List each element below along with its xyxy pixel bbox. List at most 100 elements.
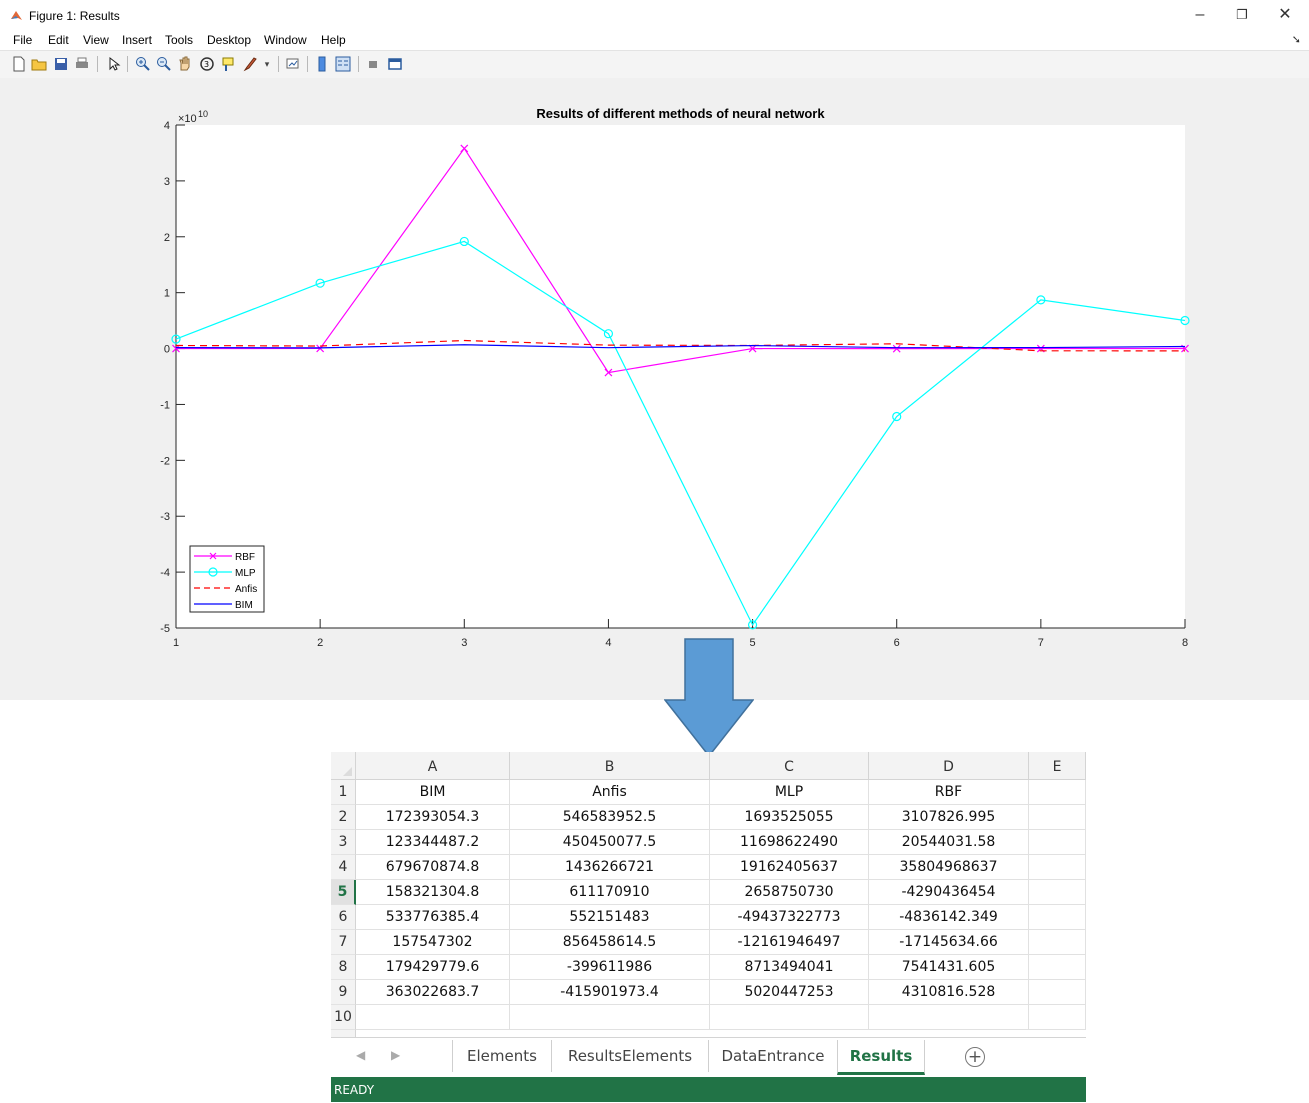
cell[interactable]: -49437322773 xyxy=(710,905,869,930)
brush-dropdown-icon[interactable]: ▾ xyxy=(264,59,270,69)
rotate-3d-icon[interactable]: 3 xyxy=(198,55,216,73)
row-header[interactable]: 5 xyxy=(331,880,356,905)
cell[interactable]: 19162405637 xyxy=(710,855,869,880)
cell[interactable] xyxy=(1029,905,1086,930)
menu-help[interactable]: Help xyxy=(321,33,346,47)
new-file-icon[interactable] xyxy=(10,55,28,73)
close-button[interactable]: ✕ xyxy=(1278,6,1292,23)
cell[interactable]: -4836142.349 xyxy=(869,905,1029,930)
cell[interactable] xyxy=(710,1005,869,1030)
column-header-b[interactable]: B xyxy=(510,752,710,780)
cell[interactable] xyxy=(356,1005,510,1030)
zoom-out-icon[interactable] xyxy=(155,55,173,73)
cell[interactable] xyxy=(1029,830,1086,855)
tab-elements[interactable]: Elements xyxy=(452,1040,551,1072)
cell[interactable] xyxy=(1029,930,1086,955)
cell[interactable]: 11698622490 xyxy=(710,830,869,855)
cell[interactable]: Anfis xyxy=(510,780,710,805)
cell[interactable]: 450450077.5 xyxy=(510,830,710,855)
cell[interactable]: -4290436454 xyxy=(869,880,1029,905)
tab-resultselements[interactable]: ResultsElements xyxy=(551,1040,708,1072)
column-header-e[interactable]: E xyxy=(1029,752,1086,780)
row-header[interactable]: 4 xyxy=(331,855,356,880)
cell[interactable] xyxy=(1029,980,1086,1005)
cell[interactable]: RBF xyxy=(869,780,1029,805)
cell[interactable] xyxy=(1029,780,1086,805)
cell[interactable]: -415901973.4 xyxy=(510,980,710,1005)
menu-edit[interactable]: Edit xyxy=(48,33,69,47)
cell[interactable] xyxy=(1029,805,1086,830)
row-header[interactable]: 1 xyxy=(331,780,356,805)
legend-icon[interactable] xyxy=(334,55,352,73)
cell[interactable] xyxy=(510,1005,710,1030)
cell[interactable]: 1436266721 xyxy=(510,855,710,880)
menu-insert[interactable]: Insert xyxy=(122,33,153,47)
hide-plot-tools-icon[interactable] xyxy=(364,55,382,73)
cell[interactable]: 3107826.995 xyxy=(869,805,1029,830)
pan-icon[interactable] xyxy=(176,55,194,73)
tab-dataentrance[interactable]: DataEntrance xyxy=(708,1040,837,1072)
row-header[interactable]: 7 xyxy=(331,930,356,955)
column-header-c[interactable]: C xyxy=(710,752,869,780)
pointer-icon[interactable] xyxy=(104,55,122,73)
row-header[interactable]: 10 xyxy=(331,1005,356,1030)
restore-button[interactable]: ❐ xyxy=(1236,7,1248,22)
cell[interactable]: MLP xyxy=(710,780,869,805)
cell[interactable]: 157547302 xyxy=(356,930,510,955)
select-all-corner[interactable] xyxy=(331,752,356,780)
cell[interactable]: 8713494041 xyxy=(710,955,869,980)
menu-desktop[interactable]: Desktop xyxy=(207,33,252,47)
menu-file[interactable]: File xyxy=(13,33,33,47)
cell[interactable]: 611170910 xyxy=(510,880,710,905)
row-header[interactable]: 6 xyxy=(331,905,356,930)
cell[interactable]: -399611986 xyxy=(510,955,710,980)
cell[interactable] xyxy=(869,1005,1029,1030)
cell[interactable]: 158321304.8 xyxy=(356,880,510,905)
menu-view[interactable]: View xyxy=(83,33,109,47)
cell[interactable]: 363022683.7 xyxy=(356,980,510,1005)
print-icon[interactable] xyxy=(73,55,91,73)
cell[interactable]: 533776385.4 xyxy=(356,905,510,930)
cell[interactable]: 20544031.58 xyxy=(869,830,1029,855)
menu-window[interactable]: Window xyxy=(264,33,307,47)
menu-tools[interactable]: Tools xyxy=(165,33,194,47)
cell[interactable] xyxy=(1029,855,1086,880)
cell[interactable] xyxy=(1029,955,1086,980)
cell[interactable]: 856458614.5 xyxy=(510,930,710,955)
data-cursor-icon[interactable] xyxy=(220,55,238,73)
minimize-button[interactable]: – xyxy=(1195,6,1205,23)
cell[interactable]: -12161946497 xyxy=(710,930,869,955)
next-sheet-icon[interactable]: ▶ xyxy=(391,1048,401,1062)
brush-icon[interactable] xyxy=(242,55,260,73)
cell[interactable]: -17145634.66 xyxy=(869,930,1029,955)
row-header[interactable]: 8 xyxy=(331,955,356,980)
row-header[interactable]: 9 xyxy=(331,980,356,1005)
cell[interactable]: 123344487.2 xyxy=(356,830,510,855)
cell[interactable]: 2658750730 xyxy=(710,880,869,905)
colorbar-icon[interactable] xyxy=(313,55,331,73)
column-header-a[interactable]: A xyxy=(356,752,510,780)
cell[interactable]: 4310816.528 xyxy=(869,980,1029,1005)
cell[interactable]: 552151483 xyxy=(510,905,710,930)
zoom-in-icon[interactable] xyxy=(134,55,152,73)
show-plot-tools-icon[interactable] xyxy=(386,55,404,73)
row-header[interactable]: 2 xyxy=(331,805,356,830)
save-icon[interactable] xyxy=(52,55,70,73)
row-header[interactable]: 3 xyxy=(331,830,356,855)
link-plot-icon[interactable] xyxy=(284,55,302,73)
dock-arrow-icon[interactable]: ➘ xyxy=(1291,34,1301,46)
cell[interactable]: 679670874.8 xyxy=(356,855,510,880)
prev-sheet-icon[interactable]: ◀ xyxy=(356,1048,366,1062)
add-sheet-icon[interactable]: + xyxy=(965,1047,985,1067)
cell[interactable]: 546583952.5 xyxy=(510,805,710,830)
cell[interactable]: 7541431.605 xyxy=(869,955,1029,980)
row-header[interactable] xyxy=(331,1030,356,1037)
cell[interactable]: 1693525055 xyxy=(710,805,869,830)
tab-results[interactable]: Results xyxy=(837,1040,925,1075)
open-folder-icon[interactable] xyxy=(30,55,48,73)
cell[interactable]: 172393054.3 xyxy=(356,805,510,830)
cell[interactable]: BIM xyxy=(356,780,510,805)
cell[interactable]: 179429779.6 xyxy=(356,955,510,980)
cell[interactable] xyxy=(1029,1005,1086,1030)
cell[interactable]: 5020447253 xyxy=(710,980,869,1005)
